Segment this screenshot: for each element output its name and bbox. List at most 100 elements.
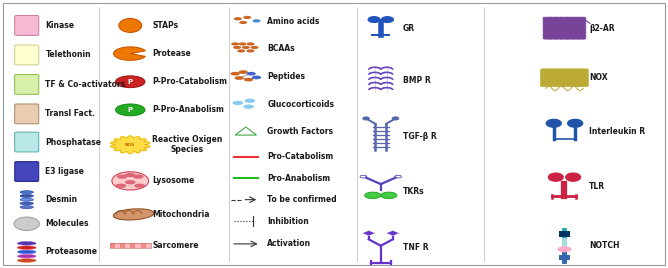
FancyBboxPatch shape bbox=[548, 69, 558, 87]
Text: Reactive Oxigen
Species: Reactive Oxigen Species bbox=[152, 135, 222, 154]
Ellipse shape bbox=[114, 209, 154, 220]
Text: STAPs: STAPs bbox=[152, 21, 178, 30]
Ellipse shape bbox=[20, 206, 33, 209]
Ellipse shape bbox=[566, 173, 580, 181]
Circle shape bbox=[365, 192, 381, 199]
Bar bbox=[120, 243, 125, 248]
Text: P-Pro-Anabolism: P-Pro-Anabolism bbox=[152, 105, 224, 114]
Bar bbox=[110, 243, 151, 248]
FancyBboxPatch shape bbox=[15, 45, 39, 65]
Ellipse shape bbox=[17, 250, 36, 254]
Ellipse shape bbox=[17, 259, 36, 262]
Text: Lysosome: Lysosome bbox=[152, 176, 194, 185]
Bar bbox=[130, 243, 136, 248]
Circle shape bbox=[253, 19, 261, 23]
Text: Desmin: Desmin bbox=[45, 195, 77, 204]
Text: GR: GR bbox=[403, 24, 415, 33]
Text: E3 ligase: E3 ligase bbox=[45, 167, 84, 176]
Text: Inhibition: Inhibition bbox=[267, 217, 309, 226]
FancyBboxPatch shape bbox=[578, 69, 589, 87]
Text: Telethonin: Telethonin bbox=[45, 50, 91, 59]
Circle shape bbox=[242, 46, 250, 49]
Ellipse shape bbox=[20, 202, 33, 205]
Text: Peptides: Peptides bbox=[267, 72, 305, 81]
Ellipse shape bbox=[17, 246, 36, 249]
FancyBboxPatch shape bbox=[560, 17, 568, 39]
Circle shape bbox=[558, 247, 571, 252]
Text: TKRs: TKRs bbox=[403, 187, 424, 196]
Text: Kinase: Kinase bbox=[45, 21, 74, 30]
Ellipse shape bbox=[20, 195, 33, 197]
Circle shape bbox=[231, 42, 239, 46]
Circle shape bbox=[230, 72, 240, 76]
Text: Amino acids: Amino acids bbox=[267, 17, 319, 26]
Circle shape bbox=[250, 46, 259, 49]
Ellipse shape bbox=[363, 117, 369, 120]
FancyBboxPatch shape bbox=[549, 17, 557, 39]
Circle shape bbox=[134, 184, 145, 188]
Text: BCAAs: BCAAs bbox=[267, 44, 295, 53]
Ellipse shape bbox=[112, 172, 148, 190]
Text: Interleukin R: Interleukin R bbox=[589, 127, 645, 136]
Text: P: P bbox=[128, 107, 133, 113]
Bar bbox=[559, 231, 570, 237]
Text: Transl Fact.: Transl Fact. bbox=[45, 109, 96, 118]
Bar bbox=[146, 243, 151, 248]
Circle shape bbox=[237, 49, 245, 53]
Circle shape bbox=[232, 101, 243, 105]
Polygon shape bbox=[111, 136, 150, 154]
Circle shape bbox=[239, 21, 247, 24]
Circle shape bbox=[246, 72, 256, 76]
Text: Activation: Activation bbox=[267, 239, 311, 248]
Text: Phosphatase: Phosphatase bbox=[45, 137, 102, 147]
FancyBboxPatch shape bbox=[540, 69, 550, 87]
Bar bbox=[136, 243, 141, 248]
Text: P-Pro-Catabolism: P-Pro-Catabolism bbox=[152, 77, 227, 86]
Bar bbox=[110, 243, 115, 248]
FancyBboxPatch shape bbox=[3, 3, 665, 265]
Circle shape bbox=[116, 76, 145, 88]
Circle shape bbox=[116, 184, 126, 188]
Text: TGF-β R: TGF-β R bbox=[403, 132, 437, 141]
Circle shape bbox=[133, 174, 144, 179]
FancyBboxPatch shape bbox=[577, 17, 586, 39]
Text: Pro-Catabolism: Pro-Catabolism bbox=[267, 152, 333, 161]
Text: TLR: TLR bbox=[589, 182, 605, 191]
Circle shape bbox=[243, 105, 254, 109]
Text: Sarcomere: Sarcomere bbox=[152, 241, 199, 250]
FancyBboxPatch shape bbox=[15, 132, 39, 152]
Ellipse shape bbox=[392, 117, 399, 120]
Bar bbox=[125, 243, 130, 248]
FancyBboxPatch shape bbox=[556, 69, 566, 87]
Ellipse shape bbox=[546, 120, 561, 127]
Text: To be confirmed: To be confirmed bbox=[267, 195, 337, 204]
Circle shape bbox=[244, 99, 255, 103]
Bar bbox=[371, 34, 390, 36]
FancyBboxPatch shape bbox=[563, 69, 573, 87]
Circle shape bbox=[125, 173, 136, 177]
Ellipse shape bbox=[119, 18, 142, 32]
Ellipse shape bbox=[17, 255, 36, 258]
Text: P: P bbox=[128, 79, 133, 85]
FancyBboxPatch shape bbox=[15, 162, 39, 181]
Ellipse shape bbox=[20, 198, 33, 201]
FancyBboxPatch shape bbox=[571, 69, 580, 87]
Bar bbox=[559, 255, 570, 260]
FancyBboxPatch shape bbox=[543, 17, 552, 39]
Text: TNF R: TNF R bbox=[403, 243, 428, 252]
FancyBboxPatch shape bbox=[15, 16, 39, 35]
Text: β2-AR: β2-AR bbox=[589, 24, 615, 33]
Text: BMP R: BMP R bbox=[403, 76, 431, 85]
Ellipse shape bbox=[17, 242, 36, 245]
Circle shape bbox=[233, 46, 241, 49]
Ellipse shape bbox=[568, 120, 582, 127]
FancyBboxPatch shape bbox=[15, 104, 39, 124]
Bar bbox=[115, 243, 120, 248]
Circle shape bbox=[234, 76, 244, 80]
Bar bbox=[141, 243, 146, 248]
Text: NOX: NOX bbox=[589, 73, 608, 82]
Circle shape bbox=[246, 42, 255, 46]
Ellipse shape bbox=[20, 191, 33, 193]
Circle shape bbox=[244, 78, 253, 81]
Text: NOTCH: NOTCH bbox=[589, 241, 620, 250]
